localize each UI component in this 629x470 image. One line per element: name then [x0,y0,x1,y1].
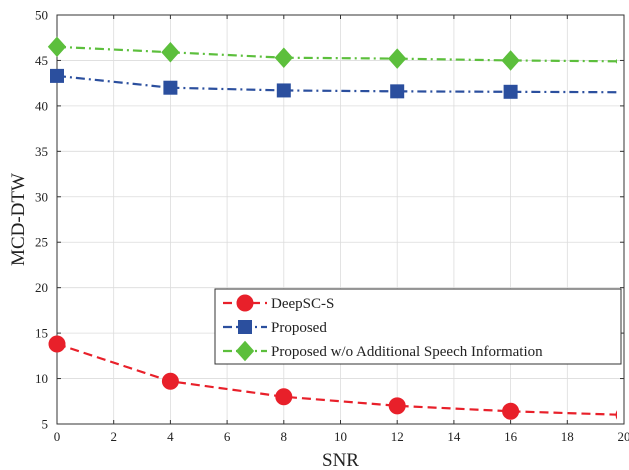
x-tick-label: 16 [504,429,518,444]
y-tick-label: 40 [35,98,48,113]
y-tick-label: 30 [35,189,48,204]
data-point [161,42,180,63]
data-point [48,335,66,353]
legend-label: Proposed w/o Additional Speech Informati… [271,344,543,360]
x-tick-label: 12 [391,429,404,444]
x-tick-label: 6 [224,429,231,444]
data-point [388,48,407,69]
y-tick-label: 15 [35,326,48,341]
data-point [161,372,179,390]
y-axis-label: MCD-DTW [8,173,29,266]
legend-label: DeepSC-S [271,296,334,312]
series-2 [47,36,617,71]
legend-box [214,288,622,365]
x-tick-label: 18 [561,429,574,444]
data-point [618,86,629,99]
data-point [503,84,518,99]
legend-marker [236,294,254,312]
data-point [501,50,520,71]
data-point [274,47,293,68]
legend-label: Proposed [271,320,327,336]
x-tick-label: 20 [618,429,629,444]
series-line [56,74,617,94]
data-point [388,397,406,415]
x-tick-label: 2 [110,429,117,444]
y-tick-label: 50 [35,8,48,23]
series-group [47,36,629,420]
legend-marker [235,340,255,362]
x-axis-label: SNR [322,450,359,470]
y-tick-label: 10 [35,371,48,386]
x-tick-label: 14 [447,429,461,444]
data-point [50,68,64,83]
y-tick-label: 25 [35,235,48,250]
data-point [47,36,67,58]
legend: DeepSC-S Proposed Proposed w/o Additional … [214,288,622,365]
data-point [163,80,178,95]
series-1 [50,68,629,99]
data-point [275,388,293,406]
data-point [276,83,291,98]
data-point [614,58,617,64]
y-tick-label: 35 [35,144,48,159]
legend-marker [238,320,252,334]
data-point [390,84,405,99]
x-tick-label: 4 [167,429,174,444]
series-0 [48,335,617,420]
y-tick-label: 45 [35,53,48,68]
y-tick-label: 5 [42,417,49,432]
x-tick-label: 0 [54,429,61,444]
data-point [502,402,520,420]
x-tick-label: 10 [334,429,347,444]
series-line [56,342,617,416]
axes: 0 2 4 6 8 10 12 14 16 18 20 5 10 15 20 25 30 35 40 45 50 [35,8,629,445]
data-point [615,410,617,420]
y-tick-label: 20 [35,280,48,295]
x-tick-label: 8 [281,429,288,444]
